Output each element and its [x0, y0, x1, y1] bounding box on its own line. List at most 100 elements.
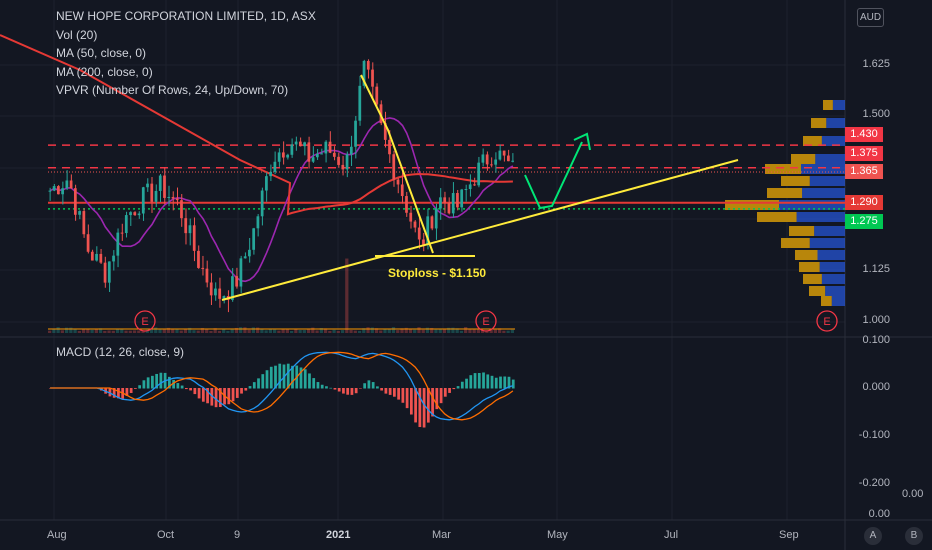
volume-bar	[383, 328, 387, 333]
time-tick: 2021	[326, 529, 351, 541]
vpvr-row-down	[789, 226, 815, 236]
volume-bar	[294, 328, 298, 333]
macd-histogram-bar	[363, 383, 367, 389]
macd-histogram-bar	[405, 388, 409, 409]
volume-bar	[506, 330, 510, 333]
macd-legend[interactable]: MACD (12, 26, close, 9)	[56, 345, 185, 359]
macd-histogram-bar	[197, 388, 201, 399]
volume-bar	[162, 329, 166, 333]
candle-body	[485, 154, 489, 165]
indicator-ma50[interactable]: MA (50, close, 0)	[56, 46, 147, 60]
macd-histogram-bar	[112, 388, 116, 398]
vpvr-row-down	[803, 136, 822, 146]
volume-bar	[315, 330, 319, 333]
macd-histogram-bar	[460, 381, 464, 389]
candle-body	[154, 190, 158, 202]
vpvr-row-up	[817, 250, 845, 260]
scale-b-button[interactable]: B	[905, 527, 923, 545]
candle-body	[277, 152, 281, 162]
candle-body	[158, 175, 162, 191]
candle-body	[507, 155, 510, 162]
macd-histogram-bar	[312, 378, 316, 389]
volume-bar	[387, 328, 391, 333]
macd-histogram-bar	[346, 388, 350, 395]
candle-body	[332, 152, 336, 157]
volume-bar	[323, 328, 328, 333]
candle-body	[464, 189, 468, 191]
candle-body	[235, 276, 239, 287]
volume-bar	[179, 330, 183, 333]
candle-body	[371, 69, 374, 87]
candle-body	[73, 188, 77, 215]
vpvr-row-down	[821, 296, 832, 306]
stoploss-annotation: Stoploss - $1.150	[388, 266, 487, 280]
macd-histogram-bar	[473, 373, 477, 389]
macd-histogram-bar	[456, 386, 460, 389]
candle-body	[392, 154, 396, 180]
volume-bar	[128, 330, 132, 333]
vpvr-row-down	[803, 274, 822, 284]
candle-body	[269, 171, 273, 177]
volume-bar	[285, 328, 289, 333]
macd-histogram-bar	[371, 382, 375, 389]
indicator-ma200[interactable]: MA (200, close, 0)	[56, 64, 153, 79]
macd-histogram-bar	[244, 388, 248, 391]
volume-bar	[357, 330, 362, 333]
auto-scale-button[interactable]: A	[864, 527, 882, 545]
macd-histogram-bar	[257, 378, 260, 389]
volume-bar	[192, 330, 196, 333]
candle-body	[61, 188, 64, 195]
candle-body	[282, 152, 285, 158]
vpvr-row-down	[781, 238, 810, 248]
volume-bar	[166, 327, 171, 333]
earnings-marker	[475, 310, 497, 332]
currency-badge[interactable]: AUD	[857, 8, 884, 27]
volume-bar	[468, 329, 472, 333]
candle-body	[231, 276, 234, 300]
ma200-line	[0, 34, 513, 216]
candle-body	[451, 193, 455, 214]
indicator-vpvr[interactable]: VPVR (Number Of Rows, 24, Up/Down, 70)	[56, 83, 289, 97]
projection-arrow	[524, 141, 583, 210]
volume-bar	[86, 328, 90, 333]
candle-body	[252, 228, 256, 250]
macd-histogram-bar	[252, 382, 256, 389]
candle-body	[426, 216, 430, 245]
volume-bar	[319, 328, 323, 333]
vpvr-row-down	[809, 286, 826, 296]
volume-bar	[417, 327, 421, 333]
candle-body	[82, 211, 86, 235]
volume-bar	[489, 329, 493, 333]
vpvr-row-down	[781, 176, 810, 186]
volume-bar	[69, 327, 73, 333]
vpvr-row-down	[799, 262, 820, 272]
candle-body	[95, 253, 98, 261]
time-tick: Sep	[779, 529, 799, 541]
vpvr-row-down	[823, 100, 833, 110]
volume-bar	[447, 327, 451, 333]
volume-bar	[226, 330, 230, 333]
earnings-marker-label: E	[141, 316, 148, 328]
candle-body	[103, 262, 107, 283]
volume-bar	[273, 329, 277, 333]
candle-body	[120, 232, 124, 234]
candle-body	[78, 211, 81, 215]
macd-histogram-bar	[397, 388, 400, 400]
volume-bar	[103, 330, 107, 333]
volume-bar	[336, 330, 340, 333]
volume-bar	[353, 330, 357, 333]
macd-histogram-bar	[439, 388, 443, 404]
macd-tick: -0.200	[858, 477, 890, 489]
price-tag-1275: 1.275	[845, 214, 883, 229]
volume-bar	[158, 329, 162, 333]
candle-body	[69, 180, 73, 189]
volume-bar	[217, 330, 222, 333]
price-tick: 1.500	[862, 108, 890, 120]
candle-body	[413, 221, 417, 228]
indicator-volume[interactable]: Vol (20)	[56, 27, 98, 42]
arrow-head	[573, 132, 591, 151]
volume-bar	[451, 327, 455, 333]
price-tag-1375: 1.375	[845, 146, 883, 161]
vpvr-row-up	[801, 164, 845, 174]
